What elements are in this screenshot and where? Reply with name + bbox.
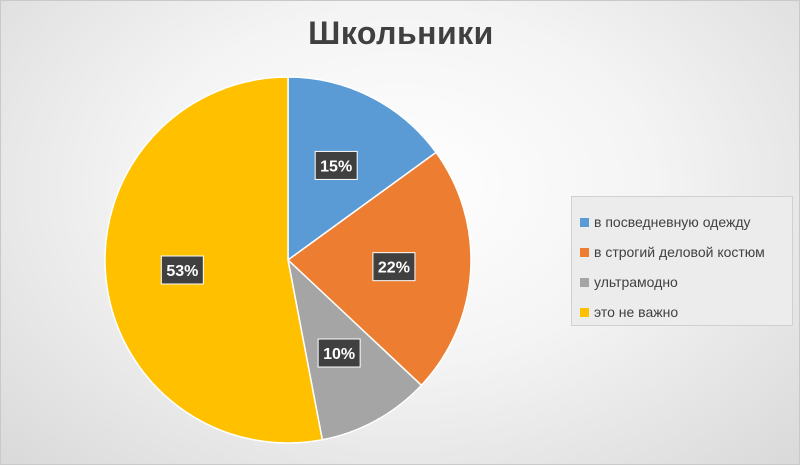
legend-label: в посведневную одежду <box>594 214 751 230</box>
data-label-box <box>314 150 358 180</box>
legend-swatch <box>580 307 589 317</box>
data-label: 15% <box>314 150 358 180</box>
data-label: 10% <box>317 338 361 368</box>
legend-item: в строгий деловой костюм <box>580 237 792 267</box>
data-label-text: 53% <box>166 263 198 280</box>
data-label-text: 10% <box>323 346 355 363</box>
legend: в посведневную одежду в строгий деловой … <box>571 196 793 326</box>
data-labels: 15% 22% 10% 53% <box>160 150 416 368</box>
data-label-box <box>160 255 204 285</box>
legend-item: это не важно <box>580 297 792 327</box>
legend-swatch <box>580 277 589 287</box>
legend-label: ультрамодно <box>594 274 678 290</box>
legend-swatch <box>580 247 589 257</box>
pie-slice <box>287 76 438 262</box>
data-label: 22% <box>372 252 416 282</box>
data-label-box <box>372 252 416 282</box>
data-label: 53% <box>160 255 204 285</box>
legend-item: в посведневную одежду <box>580 207 792 237</box>
data-label-text: 22% <box>378 260 410 277</box>
data-label-text: 15% <box>320 158 352 175</box>
legend-label: это не важно <box>594 304 679 320</box>
legend-label: в строгий деловой костюм <box>594 244 765 260</box>
pie-slice <box>104 76 324 444</box>
chart-title: Школьники <box>308 15 494 51</box>
legend-swatch <box>580 217 589 227</box>
legend-item: ультрамодно <box>580 267 792 297</box>
data-label-box <box>317 338 361 368</box>
